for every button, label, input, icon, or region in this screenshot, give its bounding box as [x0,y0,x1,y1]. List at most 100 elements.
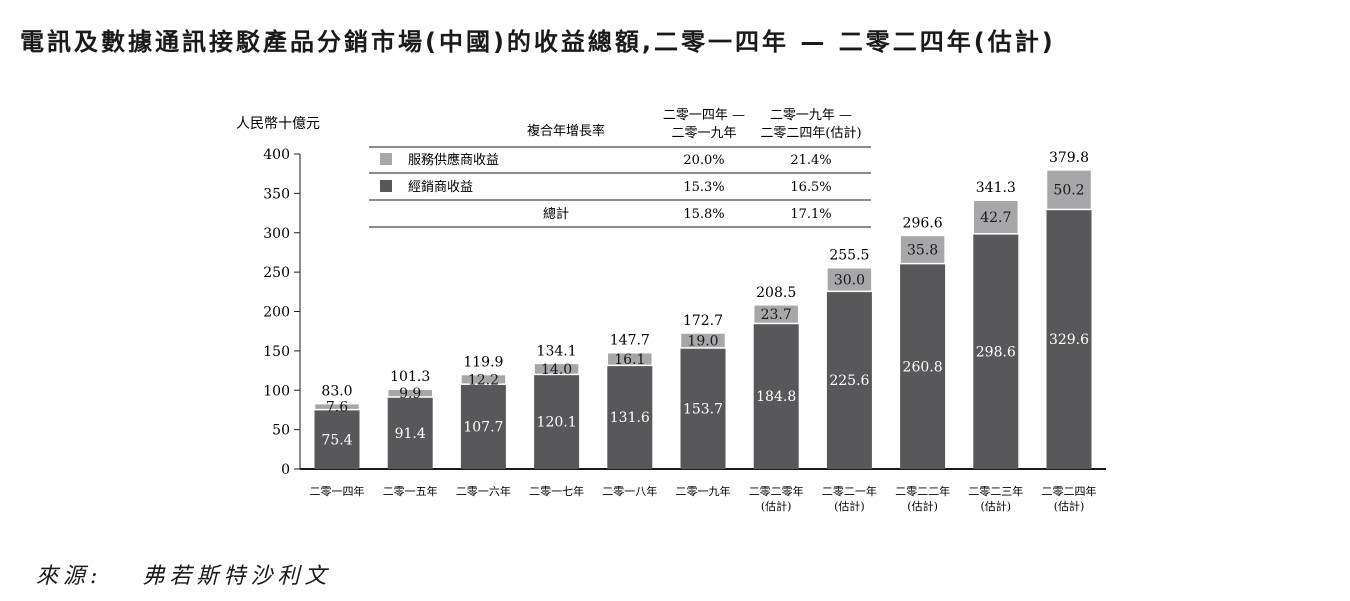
cagr-value-period-2: 16.5% [790,180,831,195]
cagr-total-label: 總計 [543,206,569,222]
bar-group: 75.4 7.683.0 [313,384,361,469]
cagr-value-period-1: 15.3% [683,180,724,195]
total-value-label: 134.1 [537,343,577,359]
total-value-label: 255.5 [829,248,869,264]
distributor-value-label: 260.8 [903,359,943,375]
distributor-value-label: 225.6 [829,373,869,389]
x-tick-label: 二零一四年 [310,484,365,498]
x-tick-label: (估計) [981,499,1012,513]
service-provider-value-label: 7.6 [326,400,348,416]
y-tick-label: 150 [263,344,290,360]
bar-group: 329.6 50.2 379.8 [1045,150,1093,469]
legend-label: 經銷商收益 [408,179,473,195]
distributor-bar [1046,209,1092,469]
service-provider-bar [899,234,946,265]
x-tick-label: (估計) [761,499,792,513]
service-provider-bar [386,388,434,398]
bar-group: 225.6 30.0 255.5 [826,248,873,469]
x-tick-label: 二零二二年 [895,484,950,498]
service-provider-bar [679,332,727,349]
distributor-bar [460,384,506,469]
total-value-label: 341.3 [976,180,1016,196]
service-provider-value-label: 14.0 [541,362,572,378]
distributor-bar [753,323,799,469]
distributor-value-label: 131.6 [610,410,650,426]
bar-group: 260.8 35.8 296.6 [899,215,946,469]
y-tick-label: 200 [263,305,290,321]
distributor-value-label: 75.4 [321,432,352,448]
total-value-label: 172.7 [683,313,723,329]
distributor-value-label: 91.4 [395,426,426,442]
distributor-value-label: 329.6 [1049,332,1089,348]
service-provider-value-label: 12.2 [468,372,499,388]
service-provider-bar [752,304,800,325]
y-tick-label: 350 [263,186,290,202]
distributor-bar [973,233,1019,469]
cagr-period-1-line2: 二零一九年 [671,126,736,141]
x-tick-label: 二零二三年 [968,484,1023,498]
bar-group: 298.6 42.7 341.3 [972,180,1020,469]
distributor-bar [826,291,872,469]
cagr-value-period-2: 17.1% [790,207,831,222]
service-provider-value-label: 35.8 [907,243,938,259]
service-provider-value-label: 9.9 [399,386,421,402]
legend-swatch [380,153,392,165]
bar-group: 153.7 19.0 172.7 [679,313,727,469]
service-provider-bar [826,266,873,293]
y-tick-label: 50 [272,423,290,439]
x-tick-label: 二零一九年 [676,484,731,498]
service-provider-bar [533,362,580,376]
service-provider-value-label: 30.0 [834,273,865,289]
x-tick-label: 二零一六年 [456,484,511,498]
total-value-label: 83.0 [321,384,352,400]
x-tick-label: 二零二四年 [1042,484,1097,498]
source-value: 弗若斯特沙利文 [142,564,332,589]
x-axis-labels: 二零一四年 二零一五年 二零一六年 二零一七年 二零一八年 二零一九年 二零二零年(估計)二… [310,484,1097,513]
cagr-period-2-line1: 二零一九年 — [770,108,852,123]
cagr-period-2-line2: 二零二四年(估計) [760,125,861,141]
x-tick-label: 二零二一年 [822,484,877,498]
legend-label: 服務供應商收益 [408,152,499,168]
distributor-value-label: 153.7 [683,401,723,417]
total-value-label: 147.7 [610,333,650,349]
total-value-label: 101.3 [390,369,430,385]
cagr-period-1-line1: 二零一四年 — [663,108,745,123]
distributor-value-label: 107.7 [463,420,503,436]
distributor-value-label: 298.6 [976,344,1016,360]
y-tick-label: 300 [263,226,290,242]
service-provider-value-label: 16.1 [614,352,645,368]
cagr-value-period-1: 15.8% [683,207,724,222]
y-tick-label: 100 [263,383,290,399]
bar-group: 184.8 23.7 208.5 [752,285,800,469]
service-provider-bar [606,351,654,367]
distributor-bar [387,397,433,469]
service-provider-value-label: 50.2 [1053,183,1084,199]
service-provider-value-label: 19.0 [687,333,718,349]
x-tick-label: (估計) [834,499,865,513]
total-value-label: 208.5 [756,285,796,301]
service-provider-value-label: 23.7 [761,307,792,323]
y-tick-label: 0 [281,462,290,478]
cagr-value-period-1: 20.0% [683,153,724,168]
y-tick-label: 250 [263,265,290,281]
service-provider-bar [972,199,1020,235]
total-value-label: 119.9 [463,355,503,371]
distributor-bar [607,365,653,469]
total-value-label: 379.8 [1049,150,1089,166]
service-provider-value-label: 42.7 [980,210,1011,226]
cagr-value-period-2: 21.4% [790,153,831,168]
y-axis-label: 人民幣十億元 [236,116,320,132]
x-tick-label: 二零一五年 [383,484,438,498]
service-provider-bar [1045,169,1093,211]
distributor-value-label: 120.1 [537,415,577,431]
x-tick-label: (估計) [1054,499,1085,513]
service-provider-bar [460,373,507,385]
cagr-header: 複合年增長率 [527,123,605,139]
bar-group: 120.1 14.0 134.1 [533,343,580,469]
distributor-value-label: 184.8 [756,389,796,405]
y-tick-label: 400 [263,147,290,163]
distributor-bar [680,347,726,469]
